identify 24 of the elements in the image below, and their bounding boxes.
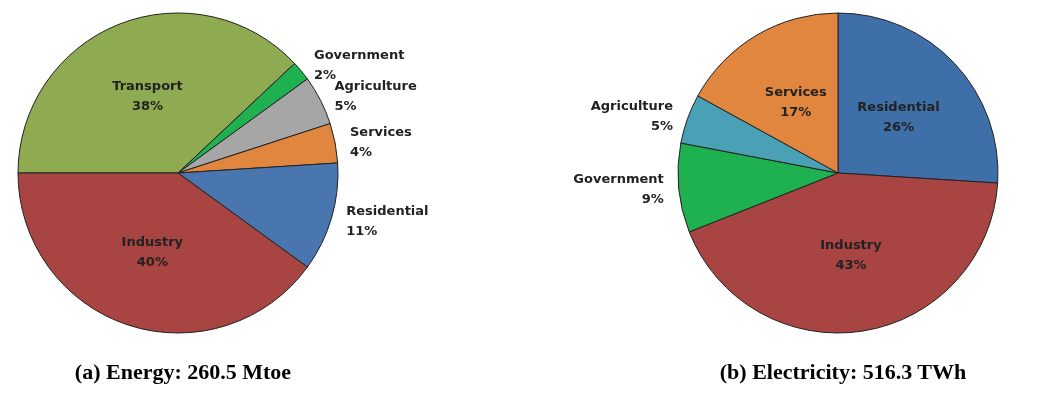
slice-label: Industry [121,234,184,250]
data-label: 5% [650,117,674,133]
slice-label: Transport [112,78,183,94]
slice-label: Agriculture [590,97,674,113]
data-label: 5% [334,98,357,114]
data-label: 40% [136,254,168,270]
text: (b) Electricity: 516.3 TWh [719,358,967,384]
data-label: 17% [780,104,812,120]
slice-label: Industry [820,237,883,253]
slice-label: Government [313,47,405,63]
data-label: 26% [882,118,915,134]
text: (a) Energy: 260.5 Mtoe [74,358,292,384]
slice-label: Agriculture [334,78,417,94]
slice-label: Government [573,171,664,187]
slice-label: Residential [857,98,940,114]
data-label: 4% [349,143,373,159]
slice-label: Services [764,84,827,100]
data-label: 43% [835,257,867,273]
data-label: 2% [313,67,337,83]
data-label: 9% [641,191,664,207]
slice-label: Residential [346,202,429,218]
data-label: 11% [346,222,378,238]
slice-label: Services [349,123,413,139]
data-label: 38% [131,98,164,114]
